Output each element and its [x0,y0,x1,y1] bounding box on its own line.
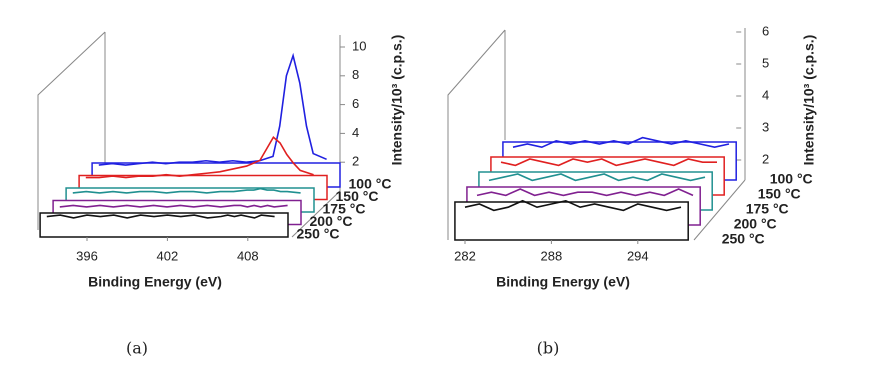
x-tick-label: 408 [237,248,259,263]
y-tick-label: 4 [352,125,359,140]
legend-label: 100 °C [770,171,813,187]
y-tick-label: 6 [762,23,769,38]
x-axis-label: Binding Energy (eV) [88,274,222,290]
legend-label: 150 °C [336,188,379,204]
x-tick-label: 396 [76,248,98,263]
y-axis-label: Intensity/10³ (c.p.s.) [389,35,405,166]
y-tick-label: 6 [352,96,359,111]
legend-label: 100 °C [349,176,392,192]
legend-label: 200 °C [310,213,353,229]
y-tick-label: 10 [352,38,366,53]
x-tick-label: 294 [627,248,649,263]
frame-b [447,28,746,241]
legend-label: 150 °C [758,186,801,202]
y-tick-label: 3 [762,119,769,134]
caption: (a) [126,339,148,358]
x-tick-label: 288 [541,248,563,263]
y-tick-label: 8 [352,67,359,82]
legend-label: 250 °C [722,231,765,247]
caption: (b) [537,339,560,358]
legend-label: 200 °C [734,216,777,232]
series-frame [454,201,689,241]
y-tick-label: 4 [762,87,769,102]
y-axis-label: Intensity/10³ (c.p.s.) [801,35,817,166]
legend-label: 175 °C [323,201,366,217]
x-tick-label: 282 [454,248,476,263]
series-line [85,136,314,179]
series-line [500,158,717,167]
series-line [72,187,301,194]
series-line [98,52,327,166]
box-edge [693,179,746,241]
x-axis-label: Binding Energy (eV) [496,274,630,290]
box-edge [291,190,341,238]
series-line [488,173,706,182]
y-tick-label: 2 [352,154,359,169]
series-line [476,188,694,197]
y-tick-label: 2 [762,151,769,166]
box-edge [37,31,106,230]
legend-label: 250 °C [297,226,340,242]
y-tick-label: 5 [762,55,769,70]
series-line [464,199,682,212]
box-edge [447,29,506,240]
x-tick-label: 402 [157,248,179,263]
legend-label: 175 °C [746,201,789,217]
series-line [512,136,730,149]
frame-a [37,31,341,238]
series-line [46,214,275,219]
series-line [59,204,288,208]
